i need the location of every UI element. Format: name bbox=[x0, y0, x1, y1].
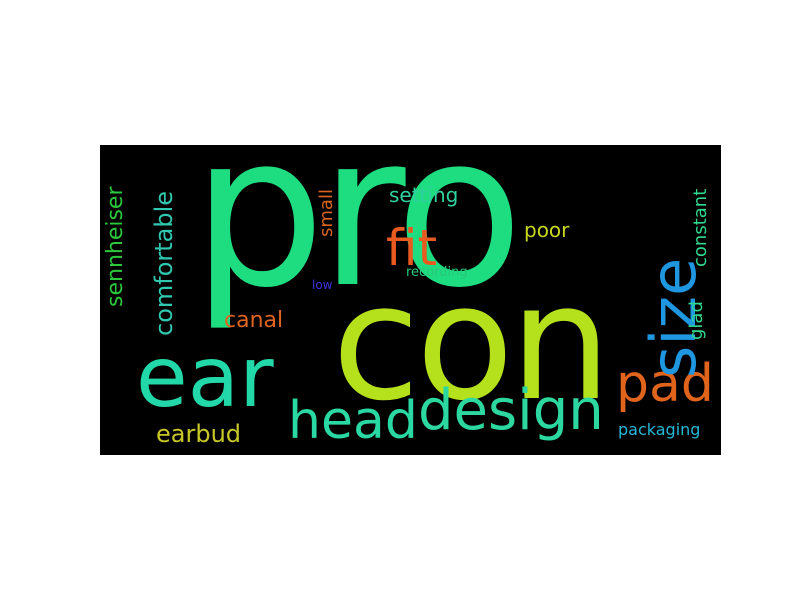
word-poor: poor bbox=[524, 218, 570, 242]
word-fit: fit bbox=[386, 219, 438, 277]
word-cloud-canvas: pro con ear head design pad fit size com… bbox=[100, 145, 721, 455]
word-setting: setting bbox=[389, 183, 459, 207]
word-design: design bbox=[418, 378, 604, 443]
word-packaging: packaging bbox=[618, 420, 701, 439]
word-ear: ear bbox=[136, 328, 274, 426]
word-earbud: earbud bbox=[156, 420, 242, 448]
word-low: low bbox=[312, 278, 333, 292]
word-constant: constant bbox=[690, 188, 711, 267]
word-canal: canal bbox=[224, 308, 284, 333]
word-con: con bbox=[332, 249, 611, 436]
word-glad: glad bbox=[686, 301, 707, 340]
word-sennheiser: sennheiser bbox=[103, 186, 128, 307]
word-head: head bbox=[288, 391, 418, 451]
word-pad: pad bbox=[616, 354, 714, 414]
word-small: small bbox=[316, 189, 337, 237]
word-pro: pro bbox=[192, 145, 524, 334]
word-comfortable: comfortable bbox=[150, 190, 178, 336]
word-recording: recording bbox=[406, 265, 468, 280]
